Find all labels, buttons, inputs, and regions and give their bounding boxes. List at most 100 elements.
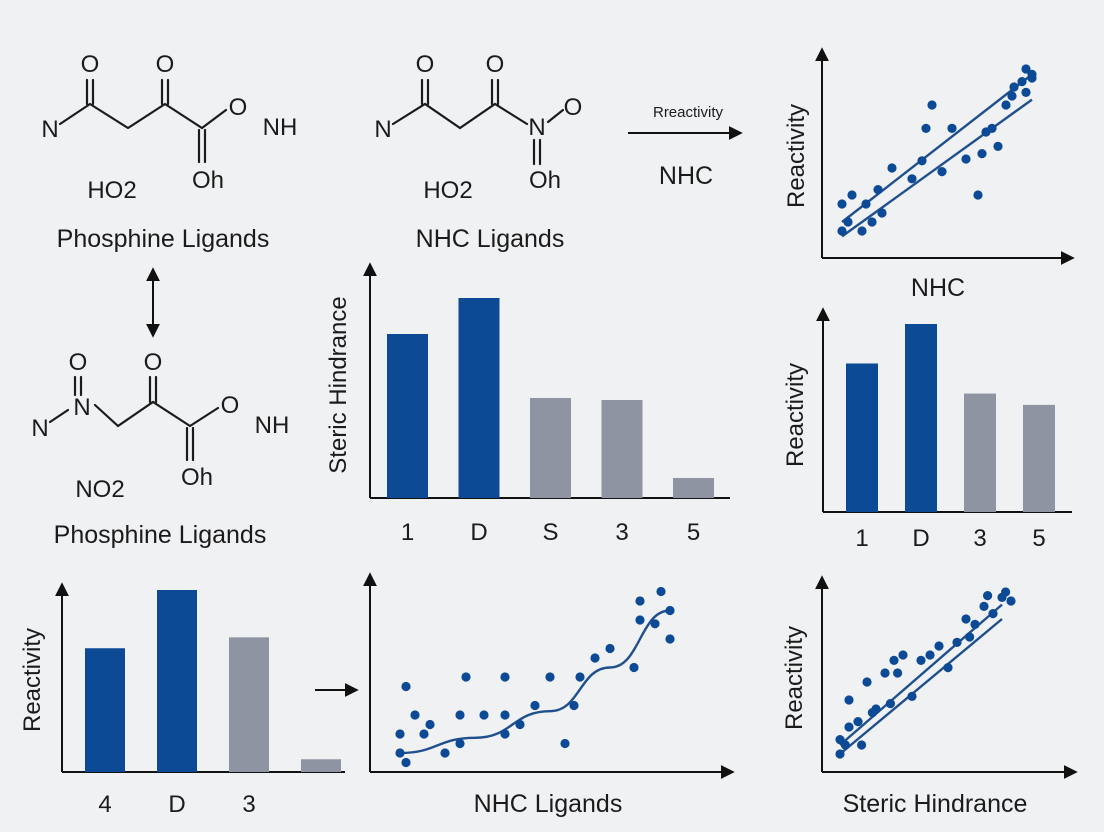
data-point: [837, 199, 847, 209]
data-point: [917, 156, 927, 166]
trend-line: [839, 618, 1003, 755]
data-point: [500, 710, 510, 720]
data-point: [843, 217, 853, 227]
data-point: [983, 591, 993, 601]
bar: [530, 398, 571, 498]
data-point: [861, 199, 871, 209]
data-point: [952, 637, 962, 648]
data-point: [885, 699, 896, 709]
data-point: [977, 149, 987, 159]
data-point: [479, 710, 489, 720]
data-point: [965, 632, 975, 642]
data-point: [973, 190, 983, 200]
x-tick-label: 1: [855, 525, 868, 552]
atom-o: O: [144, 349, 163, 376]
atom-o: O: [156, 51, 175, 78]
data-point: [835, 749, 845, 759]
data-point: [500, 672, 510, 682]
data-point: [844, 722, 854, 732]
data-point: [590, 653, 600, 663]
atom-n: N: [73, 394, 90, 421]
molecule-caption: NHC Ligands: [416, 225, 565, 253]
data-point: [605, 643, 615, 654]
reaction-arrow: Rreactivity NHC: [628, 104, 743, 190]
data-point: [988, 609, 998, 619]
x-tick-label: 5: [1032, 525, 1045, 552]
data-point: [515, 719, 525, 730]
data-point: [395, 748, 405, 758]
data-point: [847, 190, 857, 200]
x-tick-label: D: [912, 525, 929, 552]
data-point: [840, 740, 851, 750]
trend-line: [841, 73, 1033, 223]
x-tick-label: S: [542, 519, 558, 546]
data-point: [844, 695, 854, 705]
data-point: [530, 700, 540, 711]
data-point: [993, 141, 1003, 151]
atom-o: O: [564, 94, 583, 121]
x-tick-label: D: [470, 519, 487, 546]
bar: [301, 759, 341, 772]
atom-ho2: HO2: [87, 177, 136, 204]
data-point: [889, 655, 899, 666]
data-point: [925, 650, 935, 660]
x-tick-label: D: [168, 791, 185, 818]
data-point: [500, 729, 510, 739]
x-axis-label: NHC: [911, 274, 965, 302]
atom-n: N: [41, 116, 58, 143]
data-point: [1027, 73, 1037, 83]
x-tick-label: 4: [98, 791, 111, 818]
data-point: [862, 677, 872, 687]
data-point: [569, 700, 579, 711]
scatter-chart-reactivity-nhc: Reactivity NHC: [783, 47, 1075, 302]
bar: [229, 637, 269, 772]
data-point: [873, 185, 883, 195]
data-point: [916, 655, 926, 666]
data-point: [887, 163, 897, 173]
data-point: [665, 605, 675, 616]
data-point: [921, 123, 931, 133]
data-point: [545, 672, 555, 682]
data-point: [947, 123, 957, 133]
data-point: [629, 662, 639, 673]
data-point: [893, 668, 903, 678]
data-point: [1009, 82, 1019, 92]
molecule-nhc: N O O N O HO2 Oh NHC Ligands: [374, 51, 582, 253]
molecule-phosphine-2: N O N O O NH NO2 Oh Phosphine Ligands: [31, 349, 289, 549]
atom-oh: Oh: [192, 167, 224, 194]
atom-n: N: [374, 116, 391, 143]
data-point: [937, 167, 947, 177]
data-point: [943, 663, 953, 673]
atom-o: O: [69, 349, 88, 376]
data-point: [455, 710, 465, 720]
trend-curve: [399, 609, 671, 755]
data-point: [395, 729, 405, 739]
atom-no2: NO2: [75, 476, 124, 503]
bar: [157, 590, 197, 772]
arrow-label-below: NHC: [659, 162, 713, 190]
scatter-chart-nhc-ligands: NHC Ligands: [363, 572, 735, 818]
atom-o: O: [486, 51, 505, 78]
data-point: [1007, 91, 1017, 101]
data-point: [461, 672, 471, 682]
data-point: [907, 174, 917, 184]
bar: [1023, 404, 1055, 512]
data-point: [425, 719, 435, 730]
bar-chart-reactivity-right: Reactivity 1 D 3 5: [782, 307, 1072, 552]
data-point: [575, 672, 585, 682]
atom-o: O: [81, 51, 100, 78]
atom-nh: NH: [255, 412, 290, 439]
bar: [964, 393, 996, 512]
data-point: [970, 619, 980, 630]
arrow-label-above: Rreactivity: [653, 104, 724, 121]
data-point: [1001, 587, 1011, 597]
atom-n: N: [31, 415, 48, 442]
data-point: [979, 601, 989, 612]
data-point: [455, 738, 465, 749]
bar-chart-reactivity-bottom: Reactivity 4 D 3: [19, 582, 345, 818]
molecule-phosphine-1: N O O O NH HO2 Oh Phosphine Ligands: [41, 51, 297, 253]
atom-o: O: [221, 392, 240, 419]
data-point: [857, 226, 867, 236]
bar: [85, 648, 125, 772]
